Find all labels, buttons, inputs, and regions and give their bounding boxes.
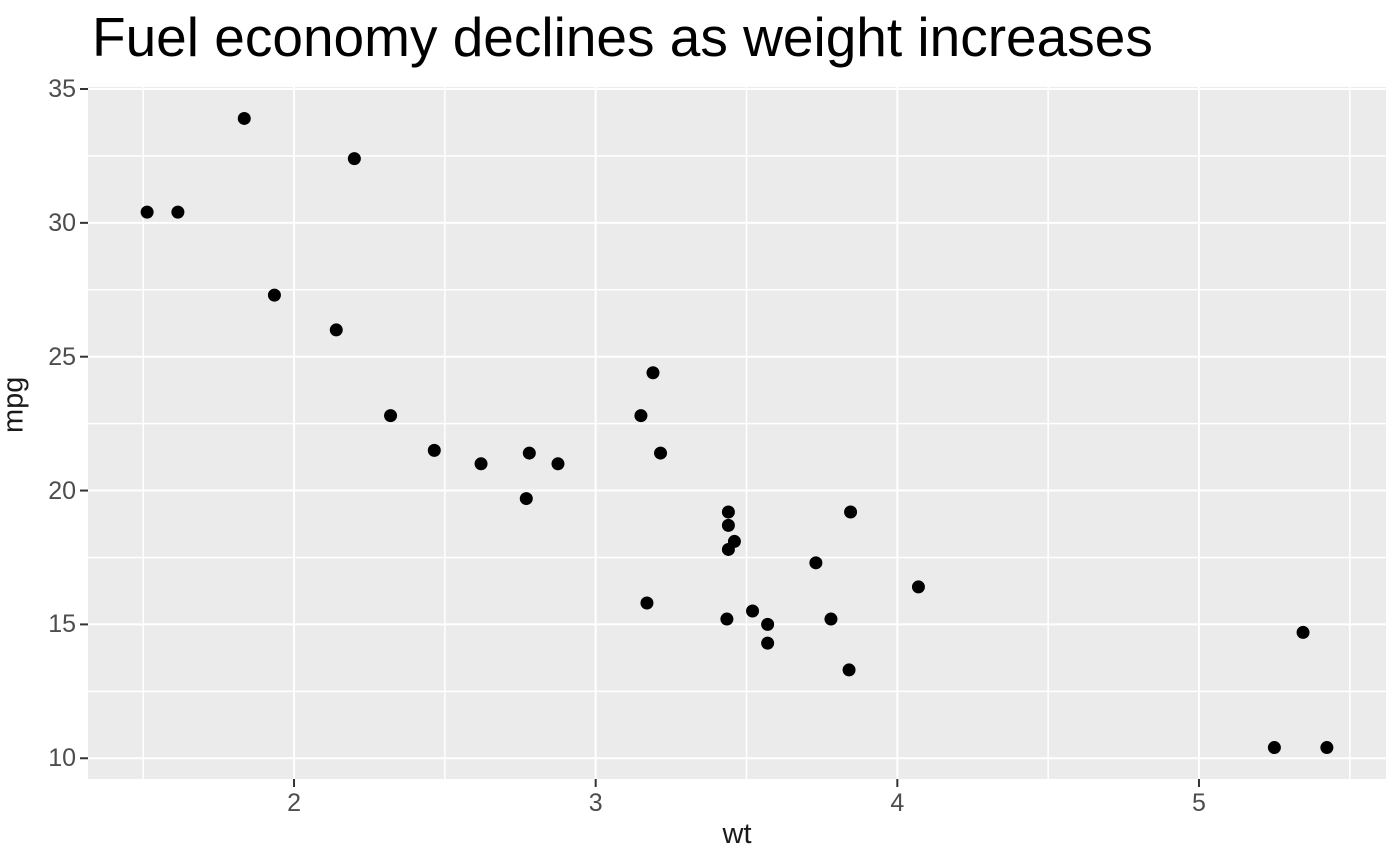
data-point	[171, 205, 185, 219]
data-point	[721, 518, 735, 532]
x-axis-title: wt	[722, 818, 752, 850]
grid-major-lines	[88, 87, 1386, 779]
y-tick-label: 10	[48, 744, 76, 773]
data-point	[911, 580, 925, 594]
data-point	[519, 492, 533, 506]
x-tick-label: 4	[890, 789, 905, 817]
data-point	[721, 505, 735, 519]
data-point	[842, 663, 856, 677]
data-point	[844, 505, 858, 519]
y-tick-label: 15	[48, 610, 76, 639]
data-point	[646, 366, 660, 380]
data-point	[721, 542, 735, 556]
x-tick-label: 5	[1192, 789, 1206, 817]
data-point	[1267, 741, 1281, 755]
data-point	[237, 111, 251, 125]
data-point	[267, 288, 281, 302]
axis-tick-marks	[80, 88, 1200, 787]
data-point	[474, 457, 488, 471]
data-point	[654, 446, 668, 460]
y-axis-title-text: mpg	[0, 376, 30, 433]
data-point	[329, 323, 343, 337]
x-tick-label: 3	[588, 789, 603, 817]
data-point	[384, 409, 398, 423]
data-point	[347, 152, 361, 166]
x-tick-label: 2	[287, 789, 301, 817]
data-point	[761, 636, 775, 650]
data-point	[809, 556, 823, 570]
y-tick-label: 35	[48, 75, 76, 103]
data-point	[761, 617, 775, 631]
data-point	[720, 612, 734, 626]
data-point	[1296, 625, 1310, 639]
data-point	[522, 446, 536, 460]
data-point	[427, 443, 441, 457]
y-tick-label: 20	[48, 476, 76, 505]
plot-title: Fuel economy declines as weight increase…	[92, 6, 1153, 68]
data-point	[1320, 741, 1334, 755]
plot-panel	[88, 87, 1386, 779]
grid-minor-lines	[88, 87, 1386, 779]
data-point	[634, 409, 648, 423]
data-point	[824, 612, 838, 626]
y-tick-label: 25	[48, 342, 76, 371]
data-point	[140, 205, 154, 219]
data-point	[640, 596, 654, 610]
y-tick-label: 30	[48, 208, 76, 237]
scatter-points	[140, 111, 1334, 755]
data-point	[551, 457, 565, 471]
data-point	[746, 604, 760, 618]
